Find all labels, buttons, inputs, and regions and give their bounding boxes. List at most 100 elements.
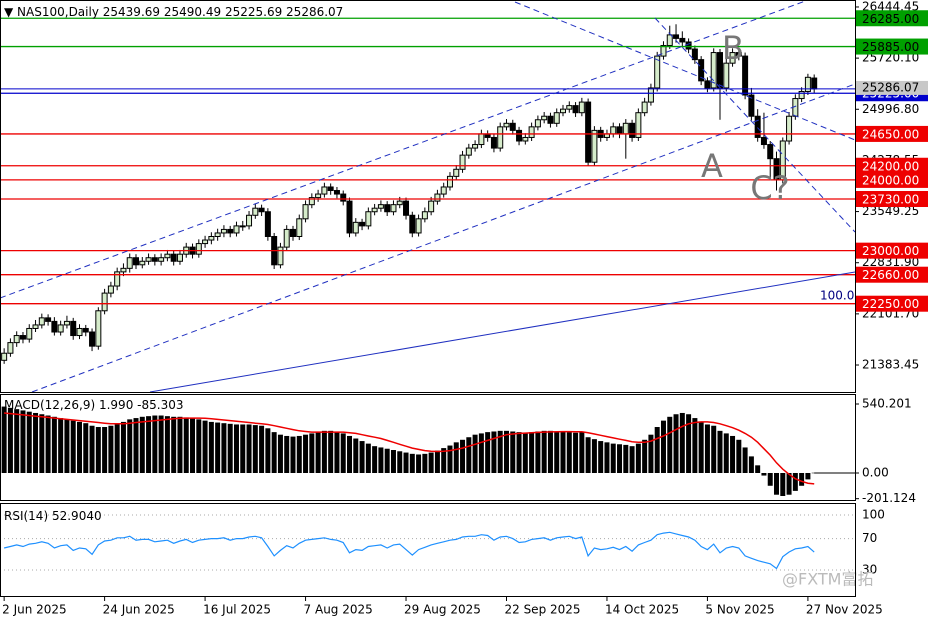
level-box: [856, 125, 928, 142]
rsi-header: RSI(14) 52.9040: [4, 509, 102, 523]
macd-bar: [315, 432, 321, 473]
macd-bar: [290, 436, 296, 473]
macd-bar: [730, 435, 736, 473]
macd-bar: [591, 439, 597, 473]
macd-bar: [133, 418, 139, 473]
candle-body: [585, 101, 592, 163]
macd-bar: [365, 443, 371, 473]
macd-bar: [171, 416, 177, 473]
open-value: 25439.69: [103, 5, 160, 19]
candle-body: [82, 327, 89, 333]
candle-body: [195, 243, 202, 255]
macd-value: 1.990: [99, 398, 133, 412]
candle-body: [170, 253, 177, 262]
level-box: [856, 295, 928, 312]
macd-signal: [4, 412, 815, 485]
macd-bar: [397, 451, 403, 473]
candle-body: [729, 52, 736, 64]
x-tick-label: 27 Nov 2025: [806, 603, 883, 617]
x-tick-label: 2 Jun 2025: [2, 603, 67, 617]
candle-body: [114, 271, 121, 287]
y-tick-label: 23549.25: [862, 204, 919, 218]
macd-bar: [799, 472, 805, 486]
macd-bar: [742, 447, 748, 473]
candle-body: [572, 105, 579, 114]
candle-body: [798, 90, 805, 100]
macd-bar: [679, 412, 685, 473]
macd-bar: [296, 435, 302, 473]
candle-body: [70, 320, 77, 337]
candle-body: [547, 115, 554, 124]
candle-body: [541, 115, 548, 121]
candle-body: [252, 207, 259, 216]
candle-body: [283, 228, 290, 248]
macd-bar: [780, 472, 786, 496]
macd-bar: [403, 452, 409, 473]
candle-body: [151, 257, 158, 262]
macd-bar: [215, 422, 221, 473]
macd-bar: [786, 472, 792, 495]
macd-bar: [585, 437, 591, 473]
candle-body: [202, 239, 209, 245]
macd-bar: [89, 425, 95, 473]
macd-bar: [114, 424, 120, 473]
candle-body: [760, 136, 767, 146]
candle-body: [7, 342, 14, 354]
macd-bar: [416, 454, 422, 473]
candle-body: [396, 200, 403, 206]
candle-body: [516, 129, 523, 142]
macd-bar: [805, 472, 811, 480]
candle-body: [446, 175, 453, 188]
macd-bar: [127, 419, 133, 473]
panel-borders: [0, 0, 856, 597]
candle-body: [742, 55, 749, 96]
macd-bar: [453, 442, 459, 473]
candle-body: [459, 154, 466, 170]
macd-bar: [39, 414, 45, 473]
macd-bar: [328, 430, 334, 473]
macd-bar: [522, 432, 528, 473]
candle-body: [666, 34, 673, 46]
candle-body: [403, 200, 410, 216]
macd-bar: [792, 472, 798, 491]
candle-body: [578, 101, 585, 114]
wave-label: C?: [750, 169, 789, 207]
candle-body: [673, 34, 680, 39]
candle-body: [264, 211, 271, 238]
macd-bar: [353, 438, 359, 473]
macd-bar: [623, 444, 629, 473]
macd-bar: [14, 409, 20, 473]
macd-bar: [698, 421, 704, 473]
wave-label: B: [722, 29, 744, 67]
candle-body: [641, 101, 648, 114]
candle-body: [101, 292, 108, 312]
macd-bar: [208, 421, 214, 473]
channel-upper: [0, 0, 809, 299]
candle-body: [647, 87, 654, 103]
macd-bar: [686, 414, 692, 473]
candle-body: [145, 257, 152, 262]
macd-bar: [271, 432, 277, 473]
macd-bar: [629, 446, 635, 473]
macd-bar: [761, 472, 767, 476]
macd-bar: [491, 431, 497, 473]
macd-tick-label: -201.124: [862, 491, 916, 505]
macd-bar: [139, 416, 145, 473]
rsi-line: [3, 531, 815, 570]
candle-body: [377, 204, 384, 209]
candle-body: [754, 115, 761, 138]
chart-title: NAS100,Daily: [17, 5, 99, 19]
candle-body: [346, 200, 353, 234]
level-box: [856, 171, 928, 188]
macd-bar: [26, 411, 32, 473]
macd-bar: [566, 432, 572, 473]
candle-body: [503, 122, 510, 128]
macd-tick-label: 0.00: [862, 465, 889, 479]
fib-line: [149, 271, 856, 393]
rsi-tick-label: 100: [862, 508, 885, 522]
macd-bar: [573, 432, 579, 473]
candle-body: [246, 214, 253, 227]
current-price-box: [856, 80, 928, 95]
candle-body: [610, 126, 617, 135]
